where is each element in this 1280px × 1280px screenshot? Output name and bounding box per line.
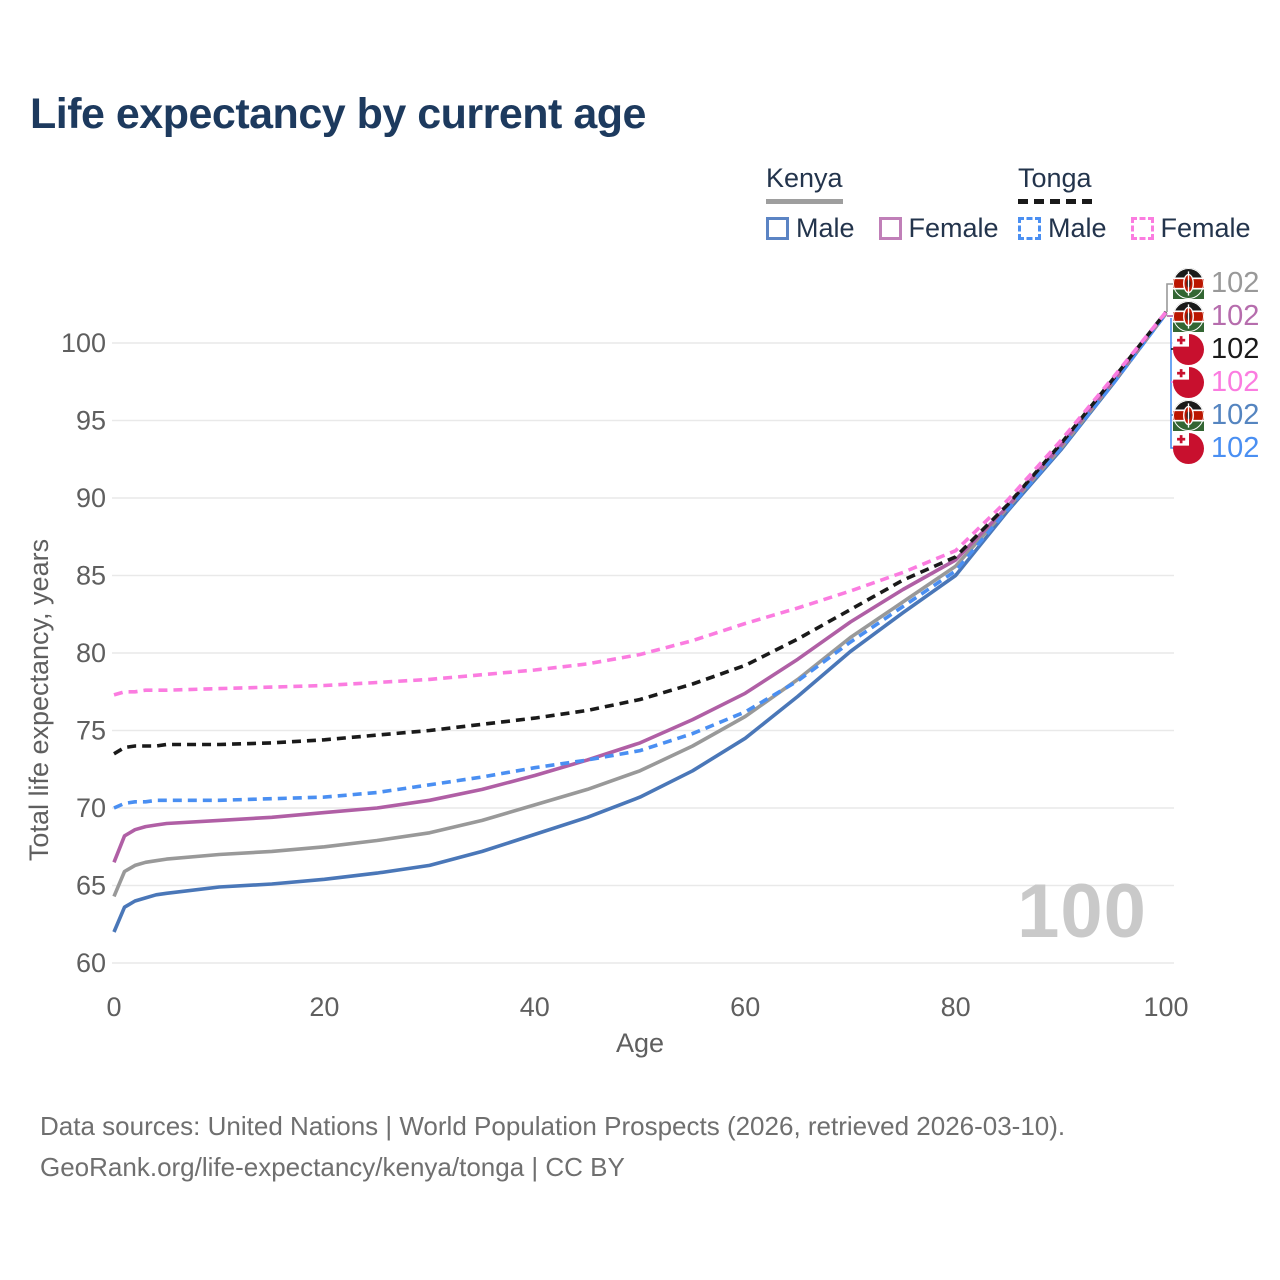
source-url-line[interactable]: GeoRank.org/life-expectancy/kenya/tonga …	[40, 1152, 625, 1182]
tonga-flag-icon	[1173, 432, 1204, 464]
series-line-kenya-female[interactable]	[112, 310, 1168, 863]
legend-group-kenya: Kenya Male Female	[766, 163, 999, 244]
end-label-kenya-female[interactable]: 102	[1173, 300, 1259, 332]
x-tick-label: 100	[1143, 992, 1188, 1022]
legend-header-kenya[interactable]: Kenya	[766, 163, 843, 204]
y-tick-label: 80	[76, 638, 106, 668]
end-label-value: 102	[1211, 299, 1260, 332]
footer-note: Data sources: United Nations | World Pop…	[40, 1106, 1065, 1188]
kenya-flag-icon	[1173, 300, 1204, 332]
legend-item-label: Female	[908, 213, 999, 243]
legend-item-label: Male	[1048, 213, 1107, 243]
legend-header-tonga[interactable]: Tonga	[1018, 163, 1092, 204]
end-label-value: 102	[1211, 365, 1260, 398]
tonga-flag-icon	[1173, 366, 1204, 398]
kenya-flag-icon	[1173, 399, 1204, 431]
x-axis-title: Age	[616, 1028, 664, 1058]
x-tick-label: 60	[730, 992, 760, 1022]
y-tick-label: 85	[76, 561, 106, 591]
legend-item-kenya-female[interactable]: Female	[878, 213, 999, 244]
x-tick-label: 40	[520, 992, 550, 1022]
line-chart-canvas[interactable]: 60 65 70 75 80 85 90 95 100 0 20 40 60 80 100 Age Total …	[0, 0, 1280, 1090]
end-label-tonga-total[interactable]: 102	[1173, 333, 1259, 365]
legend-item-kenya-male[interactable]: Male	[766, 213, 855, 244]
end-label-value: 102	[1211, 398, 1260, 431]
y-tick-label: 60	[76, 948, 106, 978]
x-tick-label: 20	[309, 992, 339, 1022]
y-tick-label: 65	[76, 871, 106, 901]
legend-item-label: Male	[796, 213, 855, 243]
end-label-value: 102	[1211, 431, 1260, 464]
x-tick-label: 0	[106, 992, 121, 1022]
tonga-flag-icon	[1173, 333, 1204, 365]
series-line-kenya-male[interactable]	[112, 312, 1168, 933]
tonga-male-swatch-icon	[1018, 217, 1041, 240]
kenya-flag-icon	[1173, 267, 1204, 299]
y-axis-title: Total life expectancy, years	[24, 539, 54, 861]
y-tick-label: 95	[76, 406, 106, 436]
end-label-kenya-total[interactable]: 102	[1173, 267, 1259, 299]
legend-item-label: Female	[1160, 213, 1251, 243]
x-tick-label: 80	[941, 992, 971, 1022]
page-title: Life expectancy by current age	[30, 90, 646, 138]
series-line-kenya-both-sexes[interactable]	[112, 312, 1168, 898]
y-tick-label: 70	[76, 793, 106, 823]
end-label-value: 102	[1211, 332, 1260, 365]
series-line-tonga-female[interactable]	[113, 310, 1168, 697]
end-label-tonga-female[interactable]: 102	[1173, 366, 1259, 398]
series-line-tonga-male[interactable]	[113, 312, 1168, 810]
series-line-tonga-both-sexes[interactable]	[113, 310, 1168, 756]
end-label-kenya-male[interactable]: 102	[1173, 399, 1259, 431]
tonga-female-swatch-icon	[1130, 217, 1154, 240]
legend-group-tonga: Tonga Male Female	[1018, 163, 1251, 244]
end-label-tonga-male[interactable]: 102	[1173, 432, 1259, 464]
legend-item-tonga-female[interactable]: Female	[1130, 213, 1251, 244]
kenya-male-swatch-icon	[766, 217, 789, 240]
age-counter-watermark: 100	[1017, 869, 1147, 954]
kenya-female-swatch-icon	[878, 217, 902, 240]
end-label-value: 102	[1211, 266, 1260, 299]
y-tick-label: 90	[76, 483, 106, 513]
legend-item-tonga-male[interactable]: Male	[1018, 213, 1107, 244]
data-sources-line: Data sources: United Nations | World Pop…	[40, 1111, 1066, 1141]
leader-line-kenya-total	[1166, 283, 1174, 312]
y-tick-label: 100	[61, 328, 106, 358]
y-tick-label: 75	[76, 716, 106, 746]
